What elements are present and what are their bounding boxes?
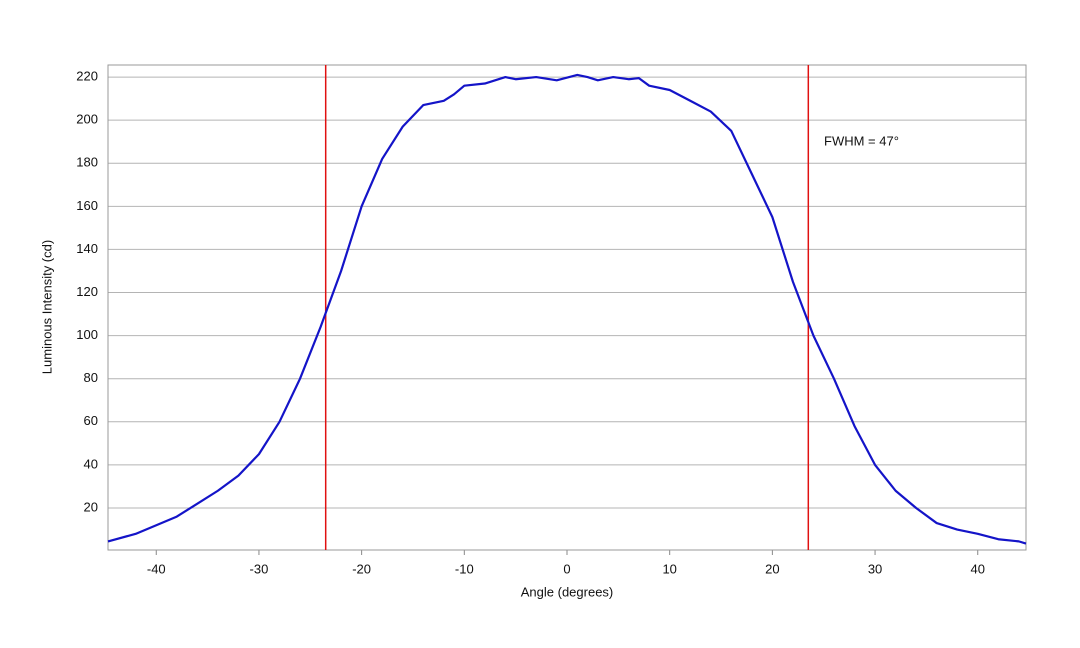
y-tick-label: 140 — [76, 241, 98, 256]
x-axis-title: Angle (degrees) — [521, 584, 614, 599]
y-tick-label: 220 — [76, 69, 98, 84]
y-tick-label: 120 — [76, 284, 98, 299]
y-tick-label: 60 — [84, 413, 98, 428]
x-tick-label: -10 — [455, 561, 474, 576]
x-tick-label: 20 — [765, 561, 779, 576]
x-tick-label: 30 — [868, 561, 882, 576]
plot-border — [107, 64, 1027, 551]
y-tick-label: 40 — [84, 456, 98, 471]
x-tick-label: -40 — [147, 561, 166, 576]
y-tick-label: 200 — [76, 112, 98, 127]
y-tick-label: 80 — [84, 370, 98, 385]
y-axis-title: Luminous Intensity (cd) — [39, 240, 54, 374]
y-tick-label: 20 — [84, 499, 98, 514]
data-line — [107, 73, 1027, 545]
x-tick-label: 40 — [971, 561, 985, 576]
y-tick-label: 160 — [76, 198, 98, 213]
x-tick-label: -30 — [250, 561, 269, 576]
y-tick-label: 100 — [76, 327, 98, 342]
x-tick-label: 10 — [662, 561, 676, 576]
x-tick-label: -20 — [352, 561, 371, 576]
annotation: FWHM = 47° — [824, 133, 899, 148]
y-tick-label: 180 — [76, 155, 98, 170]
x-tick-label: 0 — [563, 561, 570, 576]
